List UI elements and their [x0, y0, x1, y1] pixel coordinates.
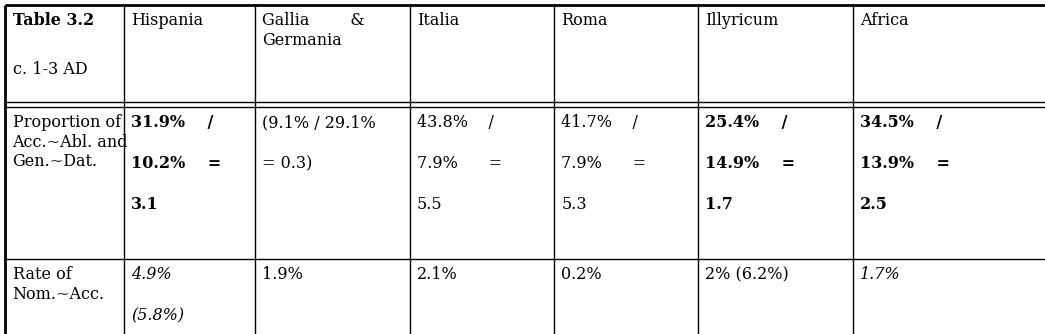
Text: 41.7%    /: 41.7% / — [561, 114, 638, 131]
Text: Rate of
Nom.~Acc.: Rate of Nom.~Acc. — [13, 266, 105, 303]
Text: Illyricum: Illyricum — [705, 12, 779, 29]
Text: 1.7%: 1.7% — [860, 266, 901, 283]
Text: 31.9%    /: 31.9% / — [132, 114, 213, 131]
Text: 2.5: 2.5 — [860, 196, 888, 213]
Text: 43.8%    /: 43.8% / — [417, 114, 494, 131]
Text: 5.3: 5.3 — [561, 196, 587, 213]
Text: 25.4%    /: 25.4% / — [705, 114, 788, 131]
Text: c. 1-3 AD: c. 1-3 AD — [13, 61, 87, 78]
Text: 34.5%    /: 34.5% / — [860, 114, 943, 131]
Text: 0.2%: 0.2% — [561, 266, 602, 283]
Text: 4.9%: 4.9% — [132, 266, 171, 283]
Text: 3.1: 3.1 — [132, 196, 159, 213]
Text: 2.1%: 2.1% — [417, 266, 458, 283]
Text: (9.1% / 29.1%: (9.1% / 29.1% — [262, 114, 376, 131]
Text: Proportion of
Acc.~Abl. and
Gen.~Dat.: Proportion of Acc.~Abl. and Gen.~Dat. — [13, 114, 129, 170]
Text: Italia: Italia — [417, 12, 459, 29]
Text: Africa: Africa — [860, 12, 909, 29]
Text: (5.8%): (5.8%) — [132, 307, 184, 324]
Text: 5.5: 5.5 — [417, 196, 443, 213]
Text: Gallia        &
Germania: Gallia & Germania — [262, 12, 365, 49]
Text: 2% (6.2%): 2% (6.2%) — [705, 266, 789, 283]
Text: = 0.3): = 0.3) — [262, 155, 312, 172]
Text: 1.7: 1.7 — [705, 196, 734, 213]
Text: 13.9%    =: 13.9% = — [860, 155, 950, 172]
Text: 1.9%: 1.9% — [262, 266, 303, 283]
Text: 10.2%    =: 10.2% = — [132, 155, 222, 172]
Text: Hispania: Hispania — [132, 12, 204, 29]
Text: 7.9%      =: 7.9% = — [561, 155, 646, 172]
Text: Table 3.2: Table 3.2 — [13, 12, 94, 29]
Text: 14.9%    =: 14.9% = — [705, 155, 795, 172]
Text: 7.9%      =: 7.9% = — [417, 155, 502, 172]
Text: Roma: Roma — [561, 12, 607, 29]
